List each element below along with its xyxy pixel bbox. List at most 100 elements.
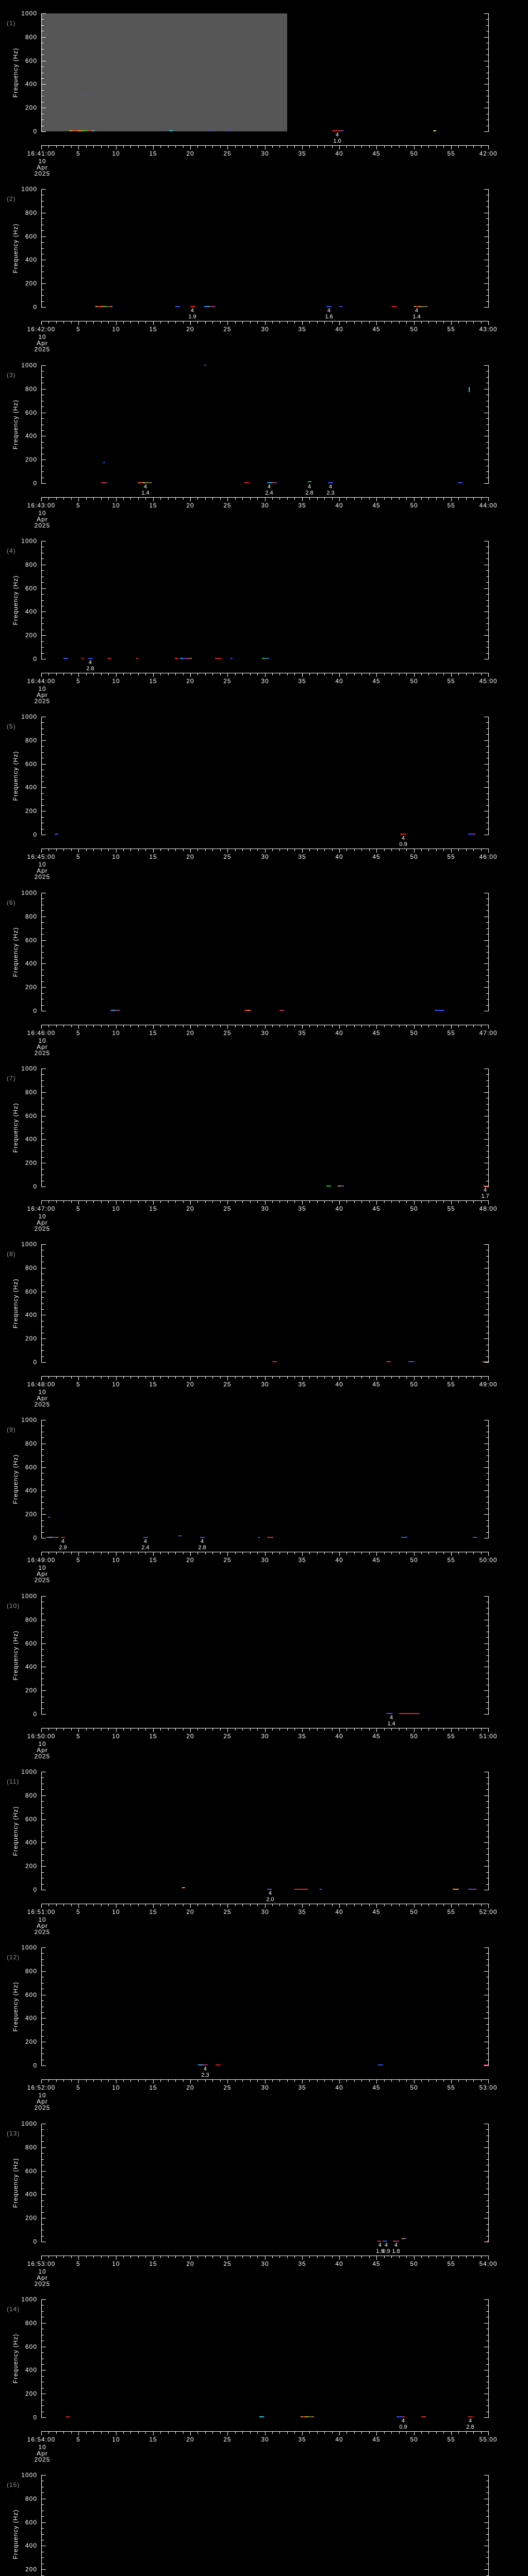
time-tick: [116, 673, 117, 677]
y-tick: [42, 2171, 46, 2172]
time-tick-label: 20: [186, 1205, 194, 1212]
y-axis-right-spine: [488, 717, 489, 835]
time-tick: [56, 2256, 57, 2258]
y-tick: [42, 1831, 44, 1832]
event-annotation: 4 1.9: [376, 2242, 384, 2255]
y-tick: [42, 1596, 46, 1597]
y-tick: [42, 2024, 44, 2025]
y-tick: [42, 653, 44, 654]
event-count: 4: [88, 659, 92, 666]
y-tick: [484, 2522, 488, 2523]
y-tick: [42, 1947, 46, 1948]
time-tick: [145, 321, 146, 324]
time-tick: [71, 849, 72, 851]
time-tick: [168, 146, 169, 148]
time-tick: [354, 1552, 355, 1554]
time-tick: [421, 1377, 422, 1379]
time-tick: [458, 849, 459, 851]
spectrogram-streak: [215, 658, 221, 659]
y-tick: [486, 558, 488, 559]
panel-index-label: (1): [7, 20, 16, 27]
time-tick: [93, 1377, 94, 1379]
y-tick: [42, 406, 44, 407]
spectrogram-streak: [101, 482, 107, 483]
time-tick: [71, 146, 72, 148]
time-end-label: 48:00: [479, 1205, 498, 1212]
time-tick: [190, 673, 191, 677]
time-tick-label: 5: [76, 1556, 80, 1564]
time-tick: [451, 1728, 452, 1732]
time-tick-label: 45: [372, 677, 381, 685]
time-tick: [257, 1904, 258, 1906]
time-tick: [451, 849, 452, 853]
y-tick: [42, 1526, 44, 1527]
time-tick: [220, 1552, 221, 1554]
time-tick: [160, 1377, 161, 1379]
time-tick: [197, 1201, 198, 1203]
y-tick-label: 1000: [21, 10, 37, 17]
y-tick: [42, 1789, 44, 1790]
date-stamp-line: 2025: [34, 1577, 51, 1584]
time-tick: [384, 321, 385, 324]
time-tick: [145, 673, 146, 675]
time-tick: [443, 1728, 444, 1731]
event-count: 4: [327, 308, 331, 314]
time-tick: [56, 1728, 57, 1731]
time-tick-label: 5: [76, 1381, 80, 1388]
date-stamp-line: 2025: [34, 1928, 51, 1936]
y-tick: [484, 1947, 488, 1948]
time-tick: [376, 2256, 377, 2260]
time-tick: [302, 321, 303, 325]
time-tick: [369, 2256, 370, 2258]
time-tick: [458, 2256, 459, 2258]
y-tick: [42, 19, 44, 20]
time-tick-label: 20: [186, 1029, 194, 1037]
y-tick: [486, 2504, 488, 2505]
time-tick: [190, 1728, 191, 1732]
event-count: 4: [143, 1538, 147, 1545]
y-tick: [42, 2376, 44, 2377]
time-tick: [443, 1904, 444, 1906]
spectrogram-streak: [414, 306, 427, 307]
time-tick-label: 55: [447, 853, 455, 860]
y-tick: [42, 2364, 44, 2365]
y-tick: [486, 1872, 488, 1873]
time-tick: [48, 1904, 49, 1906]
y-tick-label: 0: [33, 1710, 37, 1718]
time-tick: [220, 2432, 221, 2434]
date-stamp-line: 2025: [34, 170, 51, 177]
y-tick: [42, 283, 46, 284]
y-tick: [486, 1807, 488, 1808]
time-tick: [153, 1728, 154, 1732]
time-tick: [212, 1552, 213, 1554]
time-tick: [250, 1201, 251, 1203]
time-tick: [227, 321, 228, 325]
event-annotation: 4 1.9: [188, 308, 196, 320]
time-tick: [160, 321, 161, 324]
time-tick-label: 55: [447, 1205, 455, 1212]
y-tick: [42, 1532, 44, 1533]
time-tick-label: 10: [112, 853, 120, 860]
time-tick: [384, 2080, 385, 2082]
time-tick: [399, 1201, 400, 1203]
y-tick-label: 1000: [21, 2120, 37, 2127]
time-tick: [354, 1904, 355, 1906]
y-tick-label: 0: [33, 128, 37, 135]
time-tick-label: 25: [223, 1029, 232, 1037]
event-value: 2.8: [198, 1545, 206, 1551]
time-start-label: 16:46:00: [27, 1029, 56, 1037]
time-tick-label: 20: [186, 1556, 194, 1564]
time-tick: [145, 498, 146, 500]
y-tick-label: 0: [33, 1183, 37, 1190]
date-stamp-line: 2025: [34, 698, 51, 705]
time-tick: [257, 2080, 258, 2082]
panel-index-label: (4): [7, 547, 16, 554]
date-stamp-line: Apr: [37, 1922, 48, 1929]
time-tick: [242, 1377, 243, 1379]
time-tick: [63, 1728, 64, 1731]
time-tick: [168, 1552, 169, 1554]
event-annotation: 4 2.8: [198, 1538, 206, 1551]
spectrogram-streak: [267, 1537, 273, 1538]
y-axis-title: Frequency (Hz): [12, 1630, 19, 1680]
y-tick: [486, 2352, 488, 2353]
